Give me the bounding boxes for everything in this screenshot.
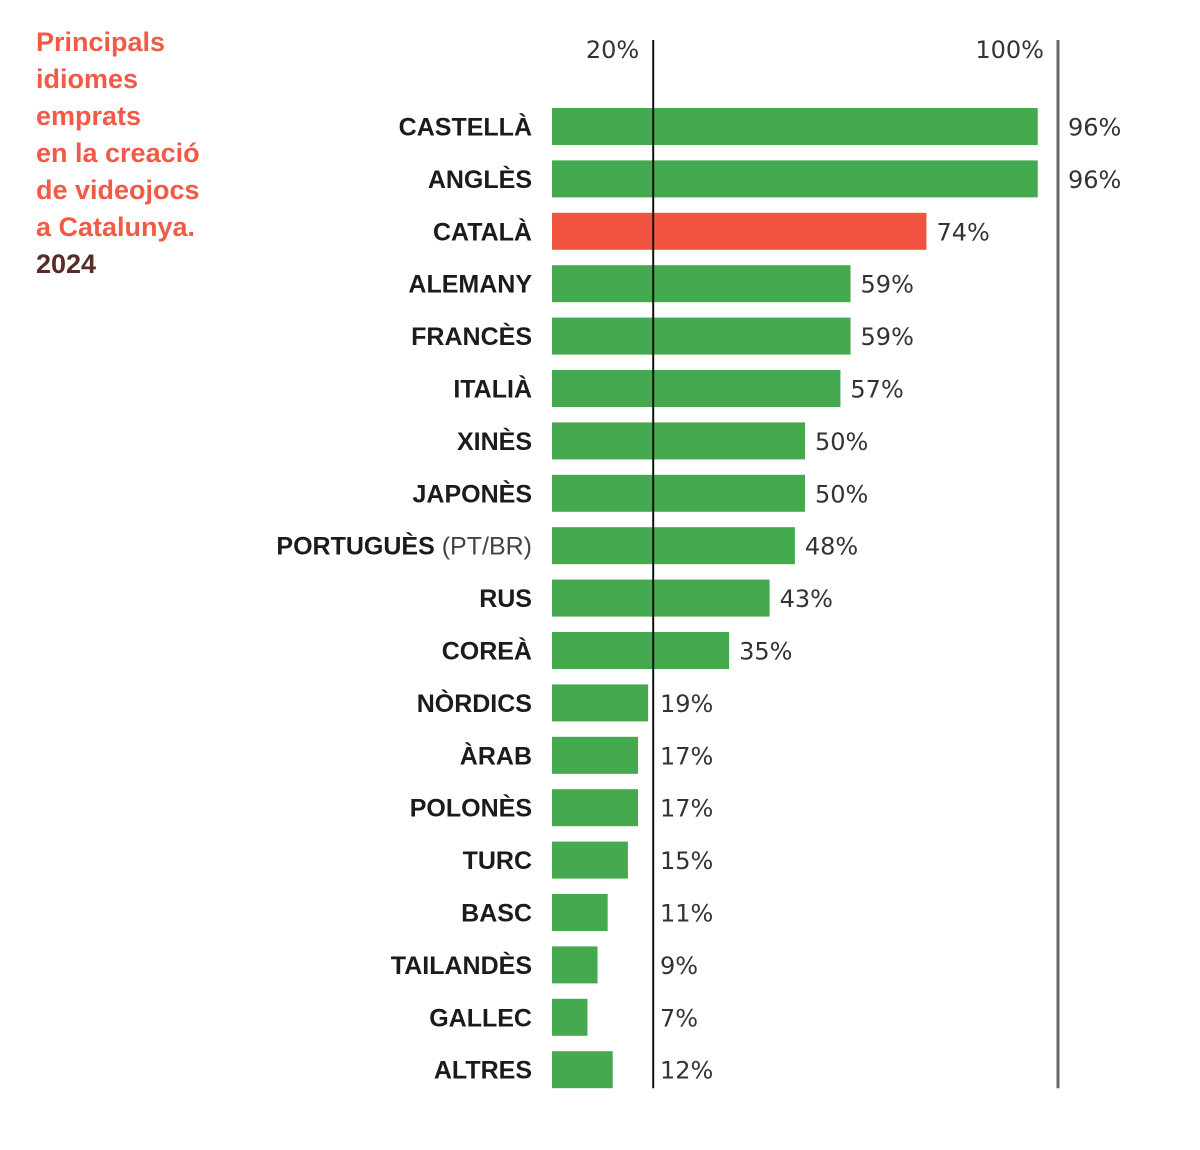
- bar: [552, 632, 730, 669]
- value-label: 59%: [861, 271, 914, 299]
- bar: [552, 212, 927, 250]
- bar: [552, 894, 608, 931]
- category-label: GALLEC: [429, 1004, 532, 1032]
- category-label: TAILANDÈS: [391, 951, 532, 980]
- category-label: PORTUGUÈS (PT/BR): [276, 532, 532, 561]
- title-year: 2024: [36, 249, 97, 279]
- value-label: 17%: [660, 742, 713, 770]
- value-label: 96%: [1068, 166, 1121, 194]
- bar: [552, 579, 770, 617]
- value-label: 74%: [936, 218, 989, 246]
- bar: [552, 1051, 613, 1089]
- value-label: 12%: [660, 1057, 713, 1085]
- bar: [552, 789, 639, 827]
- category-label: BASC: [461, 900, 532, 928]
- category-label: ITALIÀ: [453, 375, 532, 404]
- bar: [552, 265, 851, 303]
- bar: [552, 684, 649, 722]
- value-label: 17%: [660, 795, 713, 823]
- bar: [552, 160, 1038, 198]
- category-label: RUS: [479, 585, 532, 613]
- title-line: en la creació: [36, 138, 200, 168]
- value-label: 57%: [850, 376, 903, 404]
- value-label: 35%: [739, 638, 792, 666]
- category-label: JAPONÈS: [413, 479, 532, 508]
- category-label: CASTELLÀ: [399, 113, 532, 142]
- category-label: ÀRAB: [460, 741, 532, 770]
- category-label: CATALÀ: [433, 217, 532, 246]
- value-label: 50%: [815, 428, 868, 456]
- title-line: emprats: [36, 101, 142, 131]
- category-label: COREÀ: [442, 637, 532, 666]
- category-label: POLONÈS: [410, 794, 532, 823]
- value-label: 9%: [660, 952, 698, 980]
- bar: [552, 841, 628, 879]
- bar: [552, 370, 841, 407]
- value-label: 11%: [660, 900, 713, 928]
- category-label: FRANCÈS: [411, 322, 532, 351]
- bar: [552, 998, 588, 1036]
- value-label: 50%: [815, 480, 868, 508]
- value-label: 43%: [780, 585, 833, 613]
- bar: [552, 108, 1038, 145]
- bar: [552, 474, 805, 512]
- value-label: 59%: [861, 323, 914, 351]
- value-label: 19%: [660, 690, 713, 718]
- axis-tick-label: 20%: [586, 36, 639, 64]
- chart-title: Principals idiomes emprats en la creació…: [36, 24, 276, 283]
- title-line: de videojocs: [36, 175, 200, 205]
- axis-tick-label: 100%: [975, 36, 1044, 64]
- category-label: NÒRDICS: [417, 688, 532, 718]
- category-label: ALEMANY: [408, 271, 532, 299]
- title-line: a Catalunya.: [36, 212, 196, 242]
- bar: [552, 736, 639, 774]
- bar: [552, 527, 795, 565]
- bar: [552, 946, 598, 984]
- title-line: Principals: [36, 27, 166, 57]
- bar: [552, 317, 851, 355]
- category-label: TURC: [463, 847, 532, 875]
- bar: [552, 422, 805, 460]
- category-label: ANGLÈS: [428, 165, 532, 194]
- category-label: ALTRES: [434, 1057, 532, 1085]
- category-label: XINÈS: [457, 427, 532, 456]
- value-label: 7%: [660, 1004, 698, 1032]
- value-label: 48%: [805, 533, 858, 561]
- title-line: idiomes: [36, 64, 139, 94]
- value-label: 15%: [660, 847, 713, 875]
- value-label: 96%: [1068, 114, 1121, 142]
